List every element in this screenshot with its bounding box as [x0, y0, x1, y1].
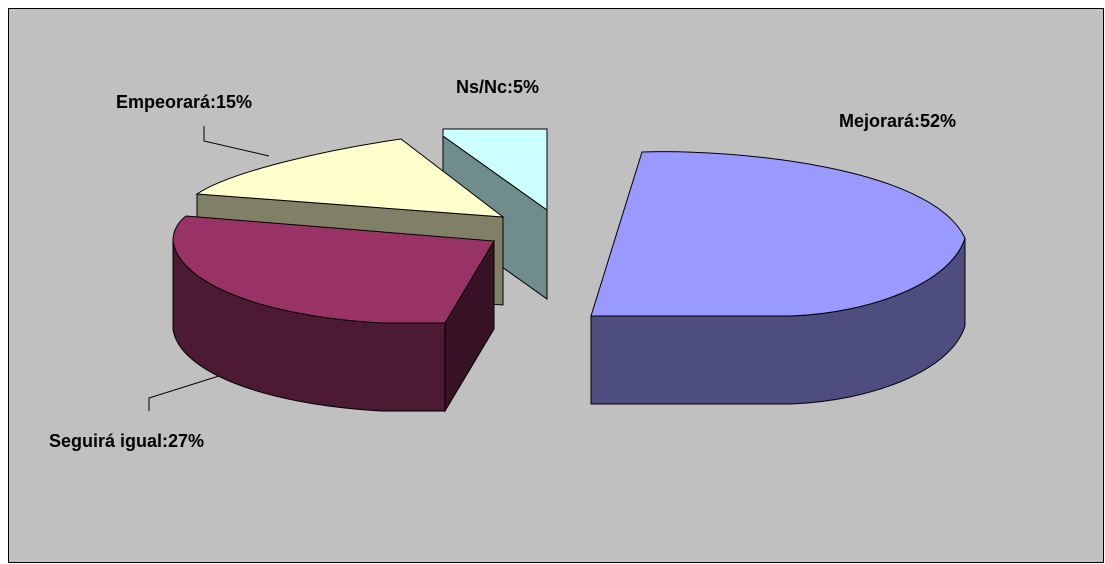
slice-mejorara	[590, 151, 966, 405]
leader-line-seguira	[148, 375, 220, 411]
leader-line-empeorara	[203, 126, 270, 157]
slice-seguira	[172, 215, 495, 413]
label-mejorara: Mejorará:52%	[839, 111, 956, 131]
label-nsnc: Ns/Nc:5%	[456, 77, 539, 97]
chart-area: Mejorará:52% Seguirá igual:27% Empeorará…	[8, 8, 1104, 563]
label-seguira: Seguirá igual:27%	[49, 431, 204, 451]
pie-chart: Mejorará:52% Seguirá igual:27% Empeorará…	[49, 77, 966, 451]
slice-empeorara-top	[195, 138, 505, 218]
slice-nsnc-top	[442, 128, 548, 211]
slice-seguira-top	[172, 215, 495, 324]
slice-mejorara-top	[590, 151, 966, 317]
label-empeorara: Empeorará:15%	[116, 92, 252, 112]
